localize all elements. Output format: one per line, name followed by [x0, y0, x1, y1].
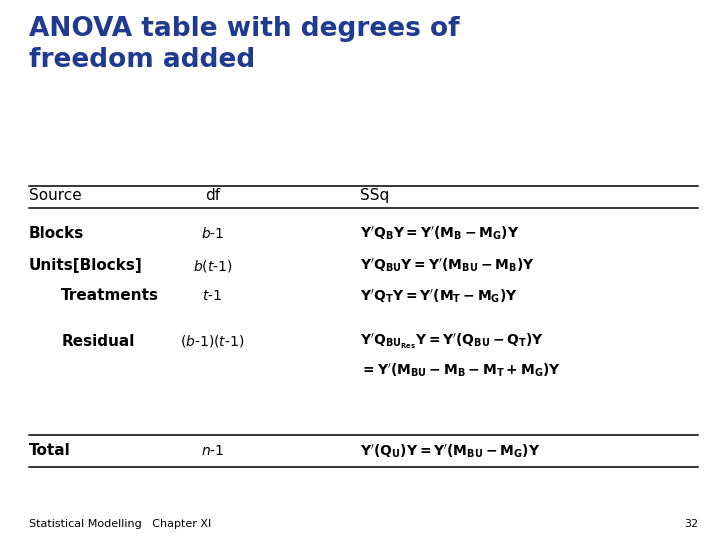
Text: $(b$-1)$(t$-1): $(b$-1)$(t$-1): [180, 333, 245, 349]
Text: Units[Blocks]: Units[Blocks]: [29, 258, 143, 273]
Text: 32: 32: [684, 519, 698, 529]
Text: Total: Total: [29, 443, 71, 458]
Text: Treatments: Treatments: [61, 288, 159, 303]
Text: $\mathbf{Y'Q_BY = Y'(M_B - M_G)Y}$: $\mathbf{Y'Q_BY = Y'(M_B - M_G)Y}$: [360, 225, 519, 242]
Text: $n$-1: $n$-1: [201, 444, 224, 458]
Text: Residual: Residual: [61, 334, 135, 349]
Text: $b(t$-1): $b(t$-1): [192, 258, 233, 274]
Text: $\mathbf{Y'Q_TY = Y'(M_T - M_G)Y}$: $\mathbf{Y'Q_TY = Y'(M_T - M_G)Y}$: [360, 287, 518, 305]
Text: $\mathbf{Y'Q_{BU}Y = Y'(M_{BU} - M_B)Y}$: $\mathbf{Y'Q_{BU}Y = Y'(M_{BU} - M_B)Y}$: [360, 257, 535, 274]
Text: $\mathbf{Y'(Q_U)Y = Y'(M_{BU} - M_G)Y}$: $\mathbf{Y'(Q_U)Y = Y'(M_{BU} - M_G)Y}$: [360, 442, 541, 460]
Text: $\mathbf{Y'Q_{BU_{Res}}Y = Y'(Q_{BU} - Q_T)Y}$: $\mathbf{Y'Q_{BU_{Res}}Y = Y'(Q_{BU} - Q…: [360, 332, 544, 351]
Text: Source: Source: [29, 188, 81, 203]
Text: SSq: SSq: [360, 188, 390, 203]
Text: $b$-1: $b$-1: [201, 226, 224, 241]
Text: ANOVA table with degrees of
freedom added: ANOVA table with degrees of freedom adde…: [29, 16, 459, 73]
Text: Statistical Modelling   Chapter XI: Statistical Modelling Chapter XI: [29, 519, 211, 529]
Text: df: df: [204, 188, 220, 203]
Text: $\mathbf{= Y'(M_{BU} - M_B - M_T + M_G)Y}$: $\mathbf{= Y'(M_{BU} - M_B - M_T + M_G)Y…: [360, 361, 561, 379]
Text: Blocks: Blocks: [29, 226, 84, 241]
Text: $t$-1: $t$-1: [202, 289, 222, 303]
